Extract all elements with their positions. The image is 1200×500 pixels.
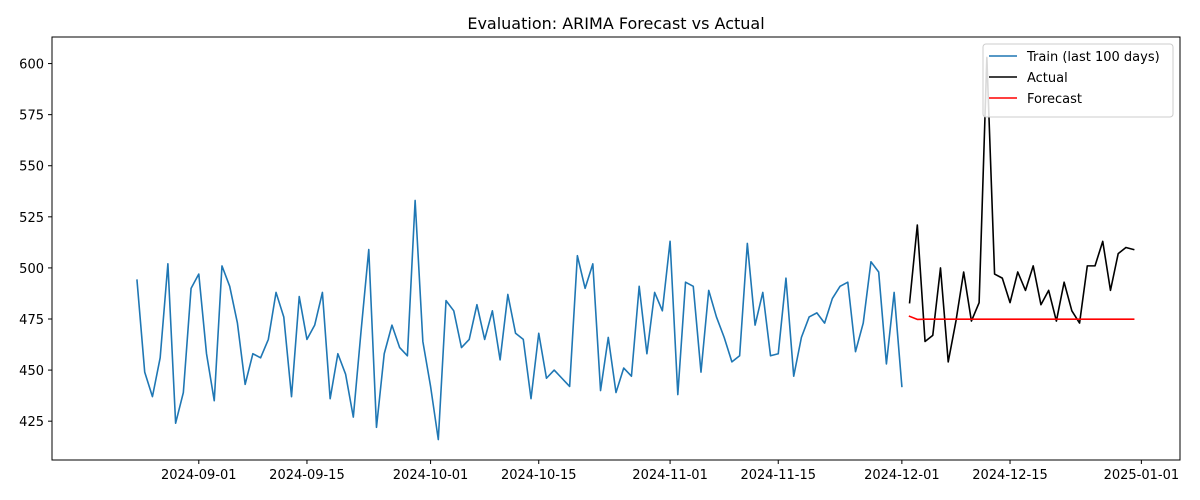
series-line-2: [908, 315, 1135, 321]
y-tick-label: 575: [19, 109, 44, 124]
x-tick-label: 2024-12-01: [864, 468, 940, 483]
y-tick-label: 500: [19, 262, 44, 277]
legend-box: [982, 43, 1174, 118]
x-axis: 2024-09-01 2024-09-15 2024-10-01 2024-10-15…: [161, 460, 1179, 483]
legend: Train (last 100 days) Actual Forecast: [982, 43, 1174, 118]
x-tick-label: 2024-11-15: [740, 468, 816, 483]
y-tick-label: 600: [19, 58, 44, 73]
series-line-0: [136, 199, 903, 441]
y-axis: 425 450 475 500 525 550 575 600: [19, 58, 52, 430]
x-tick-label: 2024-09-01: [161, 468, 237, 483]
x-tick-label: 2024-12-15: [972, 468, 1048, 483]
plot-series: [136, 56, 1135, 441]
y-tick-label: 450: [19, 364, 44, 379]
legend-label: Train (last 100 days): [1026, 50, 1160, 65]
y-tick-label: 475: [19, 313, 44, 328]
x-tick-label: 2024-10-15: [501, 468, 577, 483]
legend-label: Actual: [1027, 71, 1068, 86]
x-tick-label: 2024-09-15: [269, 468, 345, 483]
x-tick-label: 2025-01-01: [1104, 468, 1180, 483]
plot-frame: [51, 36, 1181, 461]
y-tick-label: 425: [19, 415, 44, 430]
x-tick-label: 2024-11-01: [632, 468, 708, 483]
legend-label: Forecast: [1027, 92, 1082, 107]
chart-title: Evaluation: ARIMA Forecast vs Actual: [467, 14, 764, 33]
y-tick-label: 550: [19, 160, 44, 175]
y-tick-label: 525: [19, 211, 44, 226]
x-tick-label: 2024-10-01: [393, 468, 469, 483]
series-line-1: [908, 56, 1135, 363]
